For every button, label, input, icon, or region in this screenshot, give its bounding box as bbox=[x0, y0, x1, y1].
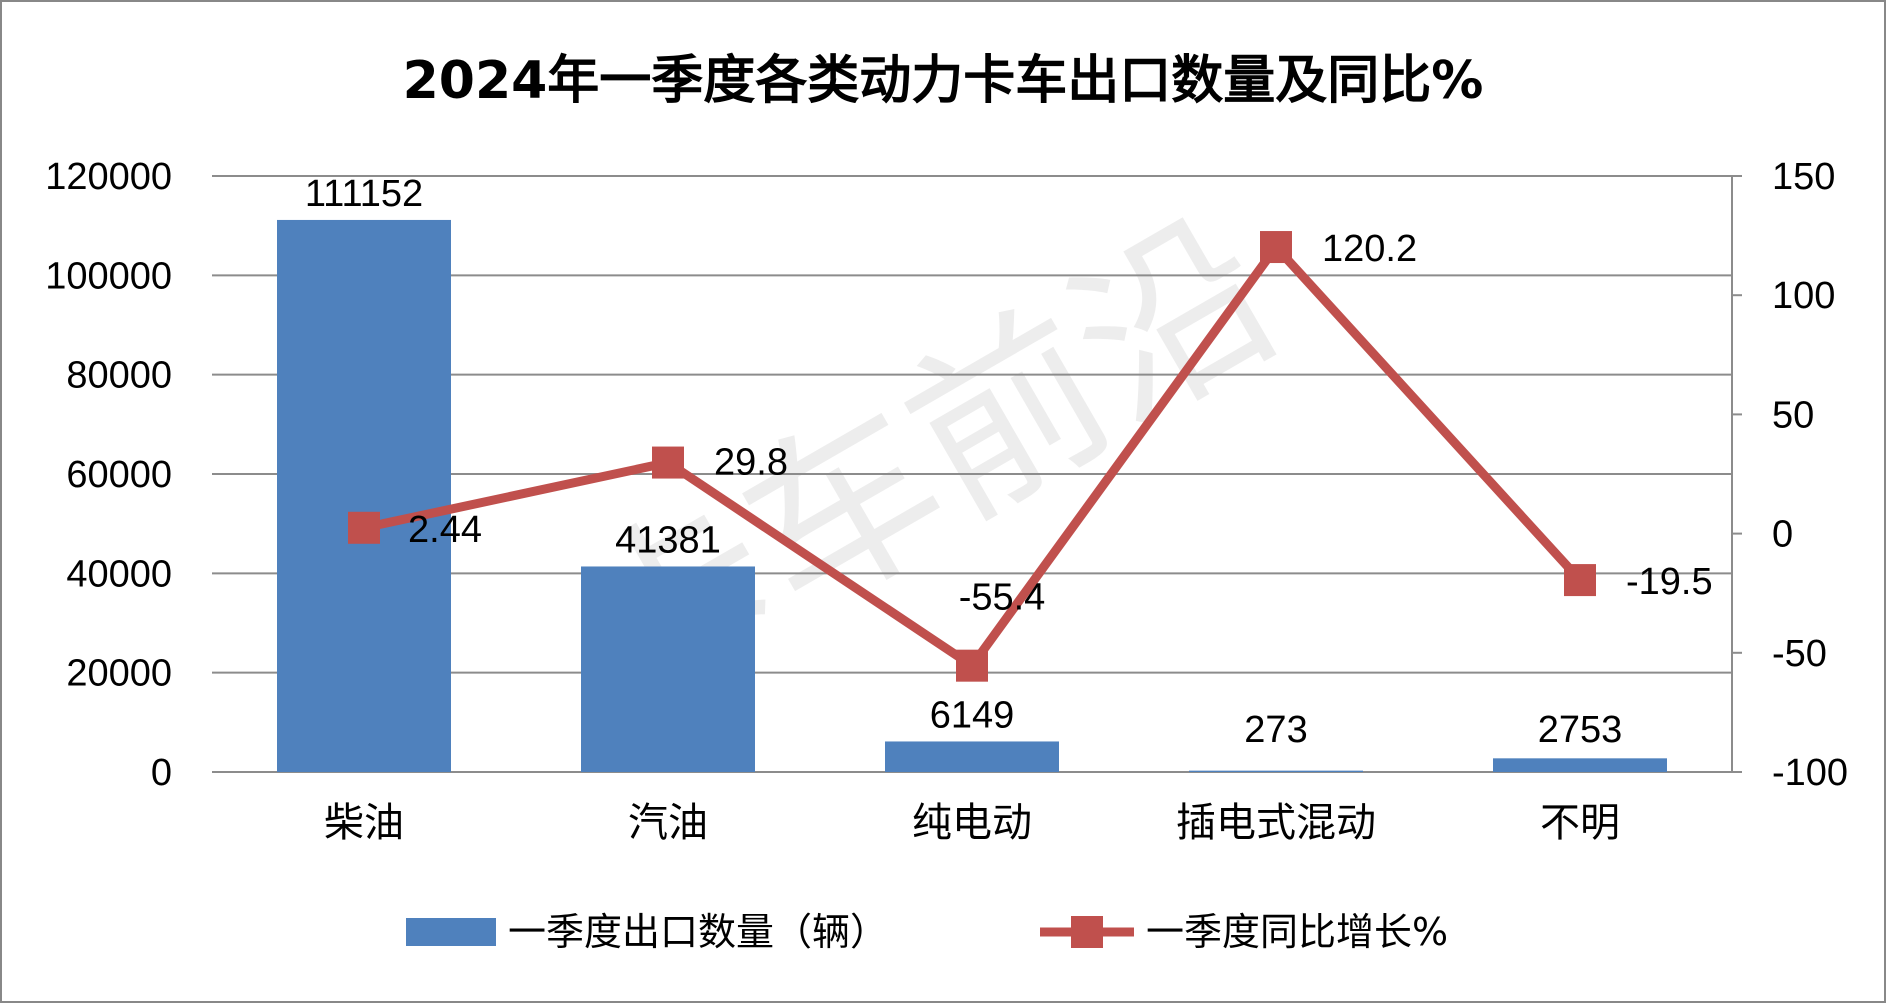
legend-bar-swatch bbox=[406, 918, 496, 946]
chart-title: 2024年一季度各类动力卡车出口数量及同比% bbox=[403, 51, 1484, 111]
y-right-tick-label: -50 bbox=[1772, 633, 1827, 675]
y-right-tick-label: 50 bbox=[1772, 394, 1814, 436]
line-data-label: -55.4 bbox=[959, 577, 1046, 619]
data-labels: 111152 41381 6149 273 2753 2.44 29.8 -55.4 120.2… bbox=[305, 173, 1713, 751]
line-marker bbox=[1260, 231, 1292, 264]
y-left-tick-label: 40000 bbox=[66, 553, 172, 595]
x-category-label: 纯电动 bbox=[912, 800, 1032, 846]
bar-series bbox=[277, 219, 1667, 772]
y-right-tick-label: -100 bbox=[1772, 752, 1848, 794]
bar bbox=[277, 219, 451, 772]
line-data-label: 120.2 bbox=[1322, 228, 1417, 270]
x-category-label: 汽油 bbox=[628, 800, 708, 846]
y-left-tick-label: 80000 bbox=[66, 355, 172, 397]
bar-data-label: 2753 bbox=[1538, 709, 1623, 751]
y-left-tick-label: 60000 bbox=[66, 454, 172, 496]
bar-data-label: 41381 bbox=[615, 519, 721, 561]
y-left-tick-label: 120000 bbox=[45, 156, 172, 198]
y-right-tick-label: 150 bbox=[1772, 156, 1835, 198]
x-category-label: 插电式混动 bbox=[1176, 800, 1376, 846]
legend-line-marker bbox=[1071, 916, 1103, 948]
line-marker bbox=[956, 649, 988, 682]
x-category-label: 柴油 bbox=[324, 800, 404, 846]
y-right-tick-label: 100 bbox=[1772, 275, 1835, 317]
legend-line-label: 一季度同比增长% bbox=[1146, 910, 1448, 954]
line-data-label: 2.44 bbox=[408, 509, 482, 551]
x-category-label: 不明 bbox=[1540, 800, 1620, 846]
line-data-label: -19.5 bbox=[1626, 561, 1713, 603]
y-right-tick-label: 0 bbox=[1772, 514, 1793, 556]
bar bbox=[1189, 770, 1363, 772]
y-left-tick-label: 20000 bbox=[66, 653, 172, 695]
line-marker bbox=[348, 511, 380, 544]
line-marker bbox=[652, 446, 684, 479]
legend-bar-label: 一季度出口数量（辆） bbox=[508, 910, 888, 954]
axes: 0 20000 40000 60000 80000 100000 120000 -100 -50… bbox=[45, 156, 1848, 846]
line-series bbox=[348, 231, 1596, 682]
line-marker bbox=[1564, 564, 1596, 597]
bar-data-label: 273 bbox=[1244, 709, 1307, 751]
legend: 一季度出口数量（辆） 一季度同比增长% bbox=[406, 910, 1448, 954]
bar-data-label: 6149 bbox=[930, 694, 1015, 736]
bar-data-label: 111152 bbox=[305, 173, 423, 215]
line-data-label: 29.8 bbox=[714, 442, 788, 484]
y-left-tick-label: 100000 bbox=[45, 255, 172, 297]
y-left-tick-label: 0 bbox=[151, 752, 172, 794]
bar bbox=[885, 741, 1059, 772]
bar bbox=[1493, 758, 1667, 772]
bar bbox=[581, 566, 755, 772]
